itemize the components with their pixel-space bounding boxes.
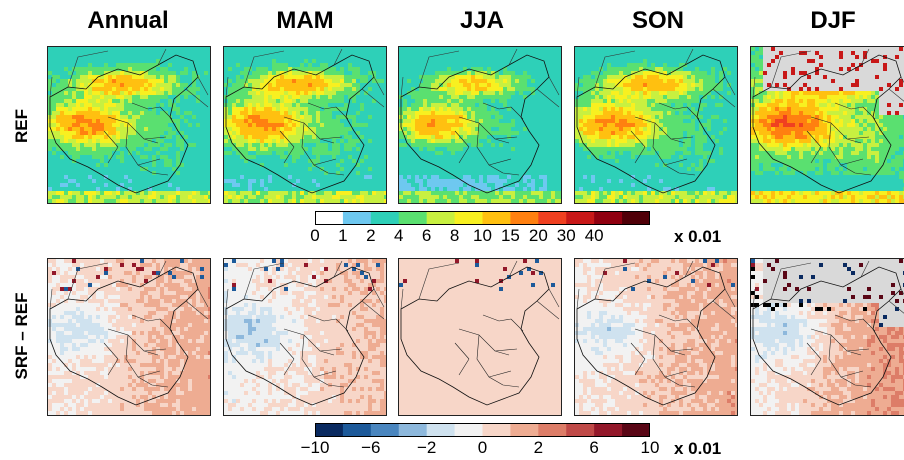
colorbar-swatch xyxy=(455,211,483,225)
column-title-annual: Annual xyxy=(43,6,213,36)
map-ref-mam xyxy=(223,46,387,204)
colorbar-swatch xyxy=(371,211,399,225)
map-ref-son xyxy=(574,46,738,204)
colorbar-swatch xyxy=(622,423,650,437)
colorbar-swatch xyxy=(594,423,622,437)
map-diff-djf xyxy=(750,258,904,416)
colorbar-swatch xyxy=(343,423,371,437)
column-title-djf: DJF xyxy=(748,6,904,36)
map-diff-mam xyxy=(223,258,387,416)
colorbar-swatch xyxy=(510,423,538,437)
column-title-son: SON xyxy=(573,6,743,36)
colorbar-tick-label: 1 xyxy=(338,226,347,246)
colorbar-swatch xyxy=(566,423,594,437)
diff-colorbar xyxy=(315,423,650,437)
map-ref-jja xyxy=(398,46,562,204)
ref-colorbar xyxy=(315,211,650,225)
colorbar-swatch xyxy=(538,211,566,225)
map-diff-jja xyxy=(398,258,562,416)
colorbar-tick-label: −2 xyxy=(417,438,436,458)
colorbar-swatch xyxy=(510,211,538,225)
colorbar-swatch xyxy=(483,423,511,437)
colorbar-tick-label: 40 xyxy=(585,226,604,246)
colorbar-swatch xyxy=(315,423,343,437)
colorbar-tick-label: 10 xyxy=(473,226,492,246)
ref-colorbar-unit: x 0.01 xyxy=(674,227,721,247)
colorbar-swatch xyxy=(427,423,455,437)
colorbar-tick-label: 20 xyxy=(529,226,548,246)
colorbar-tick-label: 0 xyxy=(478,438,487,458)
colorbar-tick-label: 4 xyxy=(394,226,403,246)
colorbar-swatch xyxy=(371,423,399,437)
colorbar-swatch xyxy=(483,211,511,225)
map-ref-djf xyxy=(750,46,904,204)
row-label-ref: REF xyxy=(12,46,32,206)
colorbar-swatch xyxy=(399,211,427,225)
row-label-diff: SRF – REF xyxy=(12,256,32,416)
colorbar-tick-label: 8 xyxy=(450,226,459,246)
map-diff-annual xyxy=(47,258,211,416)
colorbar-swatch xyxy=(399,423,427,437)
colorbar-tick-label: 6 xyxy=(589,438,598,458)
diff-colorbar-unit: x 0.01 xyxy=(674,439,721,459)
colorbar-swatch xyxy=(427,211,455,225)
column-title-jja: JJA xyxy=(397,6,567,36)
column-title-mam: MAM xyxy=(220,6,390,36)
colorbar-tick-label: 15 xyxy=(501,226,520,246)
colorbar-tick-label: 0 xyxy=(310,226,319,246)
colorbar-tick-label: 10 xyxy=(641,438,660,458)
colorbar-swatch xyxy=(566,211,594,225)
colorbar-tick-label: 30 xyxy=(557,226,576,246)
colorbar-swatch xyxy=(343,211,371,225)
colorbar-swatch xyxy=(594,211,622,225)
colorbar-swatch xyxy=(315,211,343,225)
colorbar-tick-label: 6 xyxy=(422,226,431,246)
colorbar-tick-label: −6 xyxy=(361,438,380,458)
colorbar-swatch xyxy=(455,423,483,437)
colorbar-tick-label: 2 xyxy=(366,226,375,246)
colorbar-swatch xyxy=(622,211,650,225)
map-ref-annual xyxy=(47,46,211,204)
colorbar-swatch xyxy=(538,423,566,437)
colorbar-tick-label: 2 xyxy=(534,438,543,458)
map-diff-son xyxy=(574,258,738,416)
colorbar-tick-label: −10 xyxy=(301,438,330,458)
